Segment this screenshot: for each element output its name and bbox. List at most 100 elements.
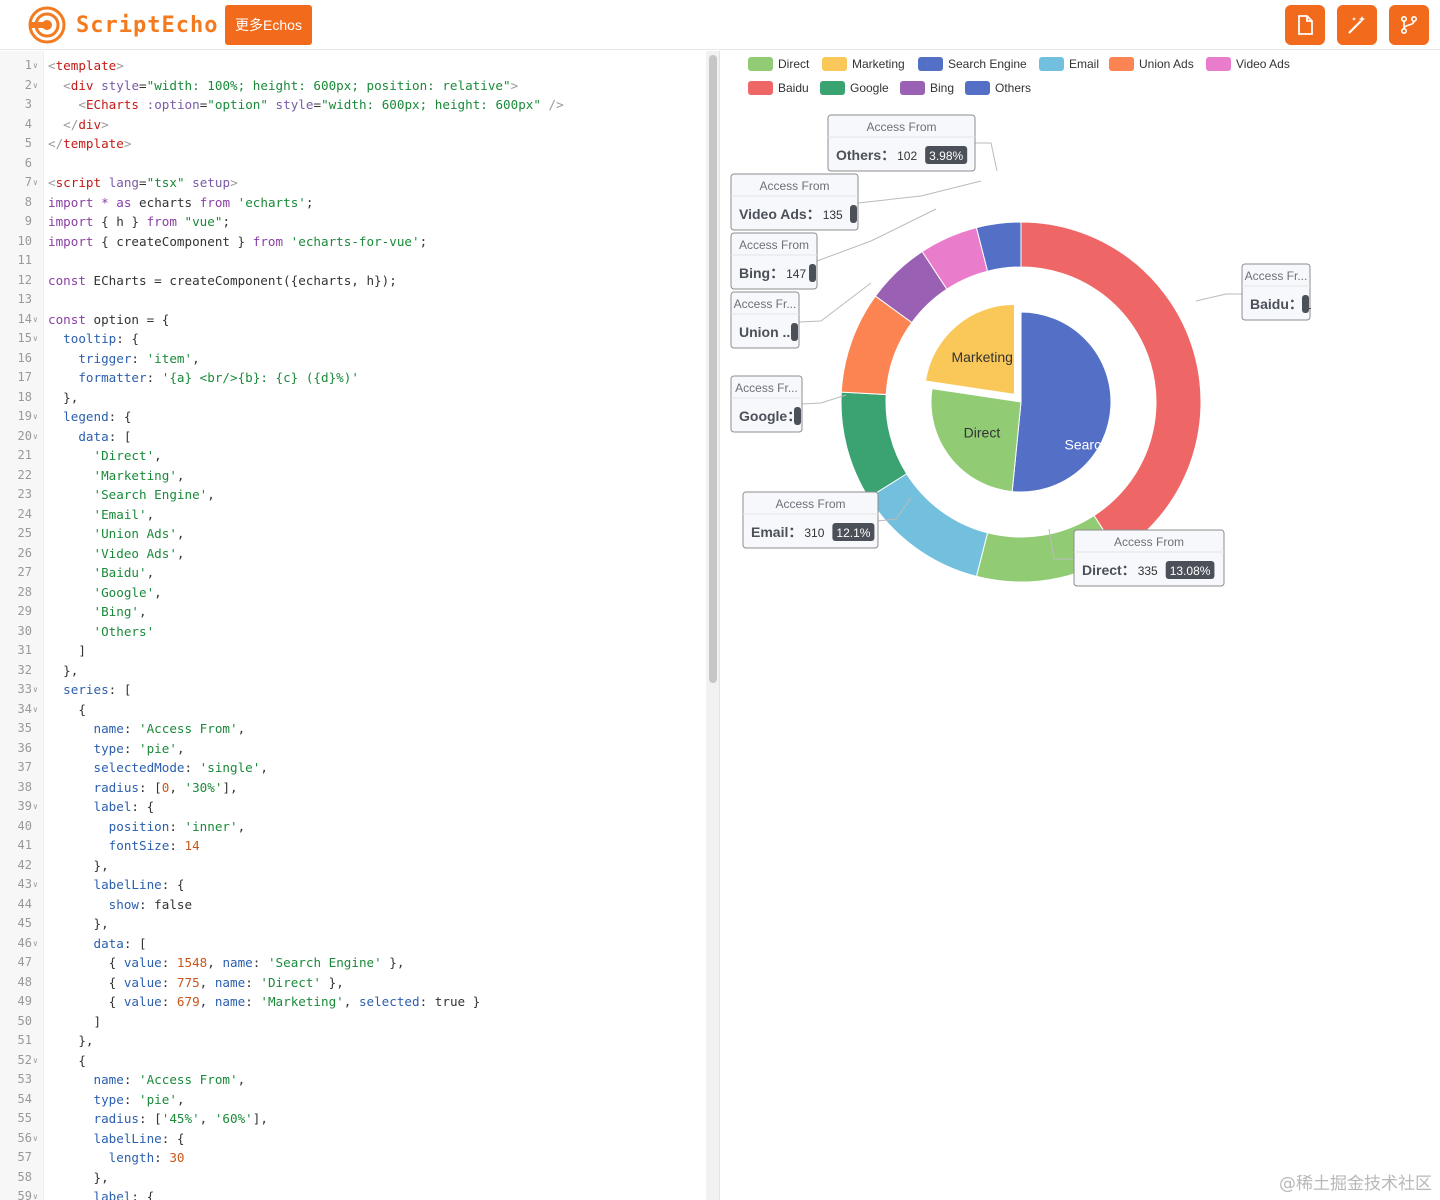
code-line[interactable]: 18 },	[0, 388, 705, 408]
code-line[interactable]: 56 ∨ labelLine: {	[0, 1129, 705, 1149]
fold-icon[interactable]: ∨	[33, 1192, 38, 1200]
code-line[interactable]: 11	[0, 251, 705, 271]
code-line[interactable]: 44 show: false	[0, 895, 705, 915]
code-line[interactable]: 43 ∨ labelLine: {	[0, 875, 705, 895]
code-line[interactable]: 37 selectedMode: 'single',	[0, 758, 705, 778]
new-file-button[interactable]	[1285, 5, 1325, 45]
code-line[interactable]: 19 ∨ legend: {	[0, 407, 705, 427]
code-line[interactable]: 55 radius: ['45%', '60%'],	[0, 1109, 705, 1129]
top-bar: ScriptEcho 更多Echos	[0, 0, 1440, 50]
code-line[interactable]: 4 </div>	[0, 115, 705, 135]
code-line[interactable]: 25 'Union Ads',	[0, 524, 705, 544]
line-number: 7	[24, 175, 32, 189]
fold-icon[interactable]: ∨	[33, 1055, 38, 1065]
code-line[interactable]: 33 ∨ series: [	[0, 680, 705, 700]
code-line[interactable]: 49 { value: 679, name: 'Marketing', sele…	[0, 992, 705, 1012]
code-line[interactable]: 39 ∨ label: {	[0, 797, 705, 817]
code-line[interactable]: 6	[0, 154, 705, 174]
fold-icon[interactable]: ∨	[33, 61, 38, 70]
code-line[interactable]: 15 ∨ tooltip: {	[0, 329, 705, 349]
legend-item[interactable]: Direct	[748, 57, 809, 71]
code-line[interactable]: 7 ∨ <script lang="tsx" setup>	[0, 173, 705, 193]
code-line[interactable]: 5 </template>	[0, 134, 705, 154]
code-line[interactable]: 45 },	[0, 914, 705, 934]
code-line[interactable]: 2 ∨ <div style="width: 100%; height: 600p…	[0, 76, 705, 96]
fold-icon[interactable]: ∨	[33, 80, 38, 90]
fold-icon[interactable]: ∨	[33, 431, 38, 441]
legend-item[interactable]: Others	[965, 81, 1031, 95]
code-line[interactable]: 22 'Marketing',	[0, 466, 705, 486]
fold-icon[interactable]: ∨	[33, 314, 38, 324]
fold-icon[interactable]: ∨	[33, 412, 38, 421]
legend-item[interactable]: Bing	[900, 81, 954, 95]
code-line[interactable]: 20 ∨ data: [	[0, 427, 705, 447]
legend-item[interactable]: Google	[820, 81, 889, 95]
code-line[interactable]: 59 ∨ label: {	[0, 1187, 705, 1200]
legend-item[interactable]: Marketing	[822, 57, 905, 71]
code-line[interactable]: 50 ]	[0, 1012, 705, 1032]
fold-icon[interactable]: ∨	[33, 178, 38, 187]
code-line[interactable]: 13	[0, 290, 705, 310]
code-line[interactable]: 34 ∨ {	[0, 700, 705, 720]
pie-slice[interactable]	[867, 473, 989, 578]
pie-slice[interactable]	[1011, 311, 1112, 493]
code-line[interactable]: 10 import { createComponent } from 'echar…	[0, 232, 705, 252]
code-line[interactable]: 48 { value: 775, name: 'Direct' },	[0, 973, 705, 993]
code-line[interactable]: 17 formatter: '{a} <br/>{b}: {c} ({d}%)'	[0, 368, 705, 388]
legend-item[interactable]: Union Ads	[1109, 57, 1194, 71]
code-line[interactable]: 26 'Video Ads',	[0, 544, 705, 564]
code-line[interactable]: 3 <ECharts :option="option" style="width…	[0, 95, 705, 115]
code-line[interactable]: 54 type: 'pie',	[0, 1090, 705, 1110]
code-line[interactable]: 53 name: 'Access From',	[0, 1070, 705, 1090]
code-line[interactable]: 1 ∨ <template>	[0, 56, 705, 76]
code-line[interactable]: 40 position: 'inner',	[0, 817, 705, 837]
pie-slice[interactable]	[930, 388, 1022, 493]
line-number: 24	[17, 506, 32, 521]
pie-slice[interactable]	[924, 303, 1015, 396]
code-line[interactable]: 8 import * as echarts from 'echarts';	[0, 193, 705, 213]
magic-button[interactable]	[1337, 5, 1377, 45]
legend-item[interactable]: Email	[1039, 57, 1099, 71]
fold-icon[interactable]: ∨	[33, 704, 38, 714]
fold-icon[interactable]: ∨	[33, 880, 38, 889]
code-line[interactable]: 29 'Bing',	[0, 602, 705, 622]
fold-icon[interactable]: ∨	[33, 1133, 38, 1143]
code-line[interactable]: 28 'Google',	[0, 583, 705, 603]
pie-slice[interactable]	[975, 221, 1022, 272]
code-line[interactable]: 38 radius: [0, '30%'],	[0, 778, 705, 798]
fold-icon[interactable]: ∨	[33, 802, 38, 811]
code-line[interactable]: 58 },	[0, 1168, 705, 1188]
fold-icon[interactable]: ∨	[33, 685, 38, 694]
fork-button[interactable]	[1389, 5, 1429, 45]
editor-scrollbar[interactable]	[706, 51, 719, 1200]
code-line[interactable]: 14 ∨ const option = {	[0, 310, 705, 330]
legend-item[interactable]: Baidu	[748, 81, 809, 95]
code-line[interactable]: 23 'Search Engine',	[0, 485, 705, 505]
code-line[interactable]: 21 'Direct',	[0, 446, 705, 466]
code-line[interactable]: 36 type: 'pie',	[0, 739, 705, 759]
fold-icon[interactable]: ∨	[33, 334, 38, 343]
editor-scroll-thumb[interactable]	[709, 55, 717, 683]
code-line[interactable]: 9 import { h } from "vue";	[0, 212, 705, 232]
code-line[interactable]: 16 trigger: 'item',	[0, 349, 705, 369]
code-line[interactable]: 41 fontSize: 14	[0, 836, 705, 856]
code-editor[interactable]: 1 ∨ <template> 2 ∨ <div style="width: 100%; …	[0, 51, 720, 1200]
code-line[interactable]: 27 'Baidu',	[0, 563, 705, 583]
code-line[interactable]: 35 name: 'Access From',	[0, 719, 705, 739]
legend-item[interactable]: Search Engine	[918, 57, 1027, 71]
code-line[interactable]: 47 { value: 1548, name: 'Search Engine' …	[0, 953, 705, 973]
logo[interactable]: ScriptEcho	[28, 6, 218, 44]
fold-icon[interactable]: ∨	[33, 938, 38, 948]
code-line[interactable]: 46 ∨ data: [	[0, 934, 705, 954]
code-line[interactable]: 51 },	[0, 1031, 705, 1051]
code-line[interactable]: 12 const ECharts = createComponent({echar…	[0, 271, 705, 291]
code-line[interactable]: 31 ]	[0, 641, 705, 661]
code-line[interactable]: 57 length: 30	[0, 1148, 705, 1168]
code-line[interactable]: 32 },	[0, 661, 705, 681]
more-echos-button[interactable]: 更多Echos	[225, 5, 312, 45]
legend-item[interactable]: Video Ads	[1206, 57, 1290, 71]
code-line[interactable]: 30 'Others'	[0, 622, 705, 642]
code-line[interactable]: 42 },	[0, 856, 705, 876]
code-line[interactable]: 52 ∨ {	[0, 1051, 705, 1071]
code-line[interactable]: 24 'Email',	[0, 505, 705, 525]
